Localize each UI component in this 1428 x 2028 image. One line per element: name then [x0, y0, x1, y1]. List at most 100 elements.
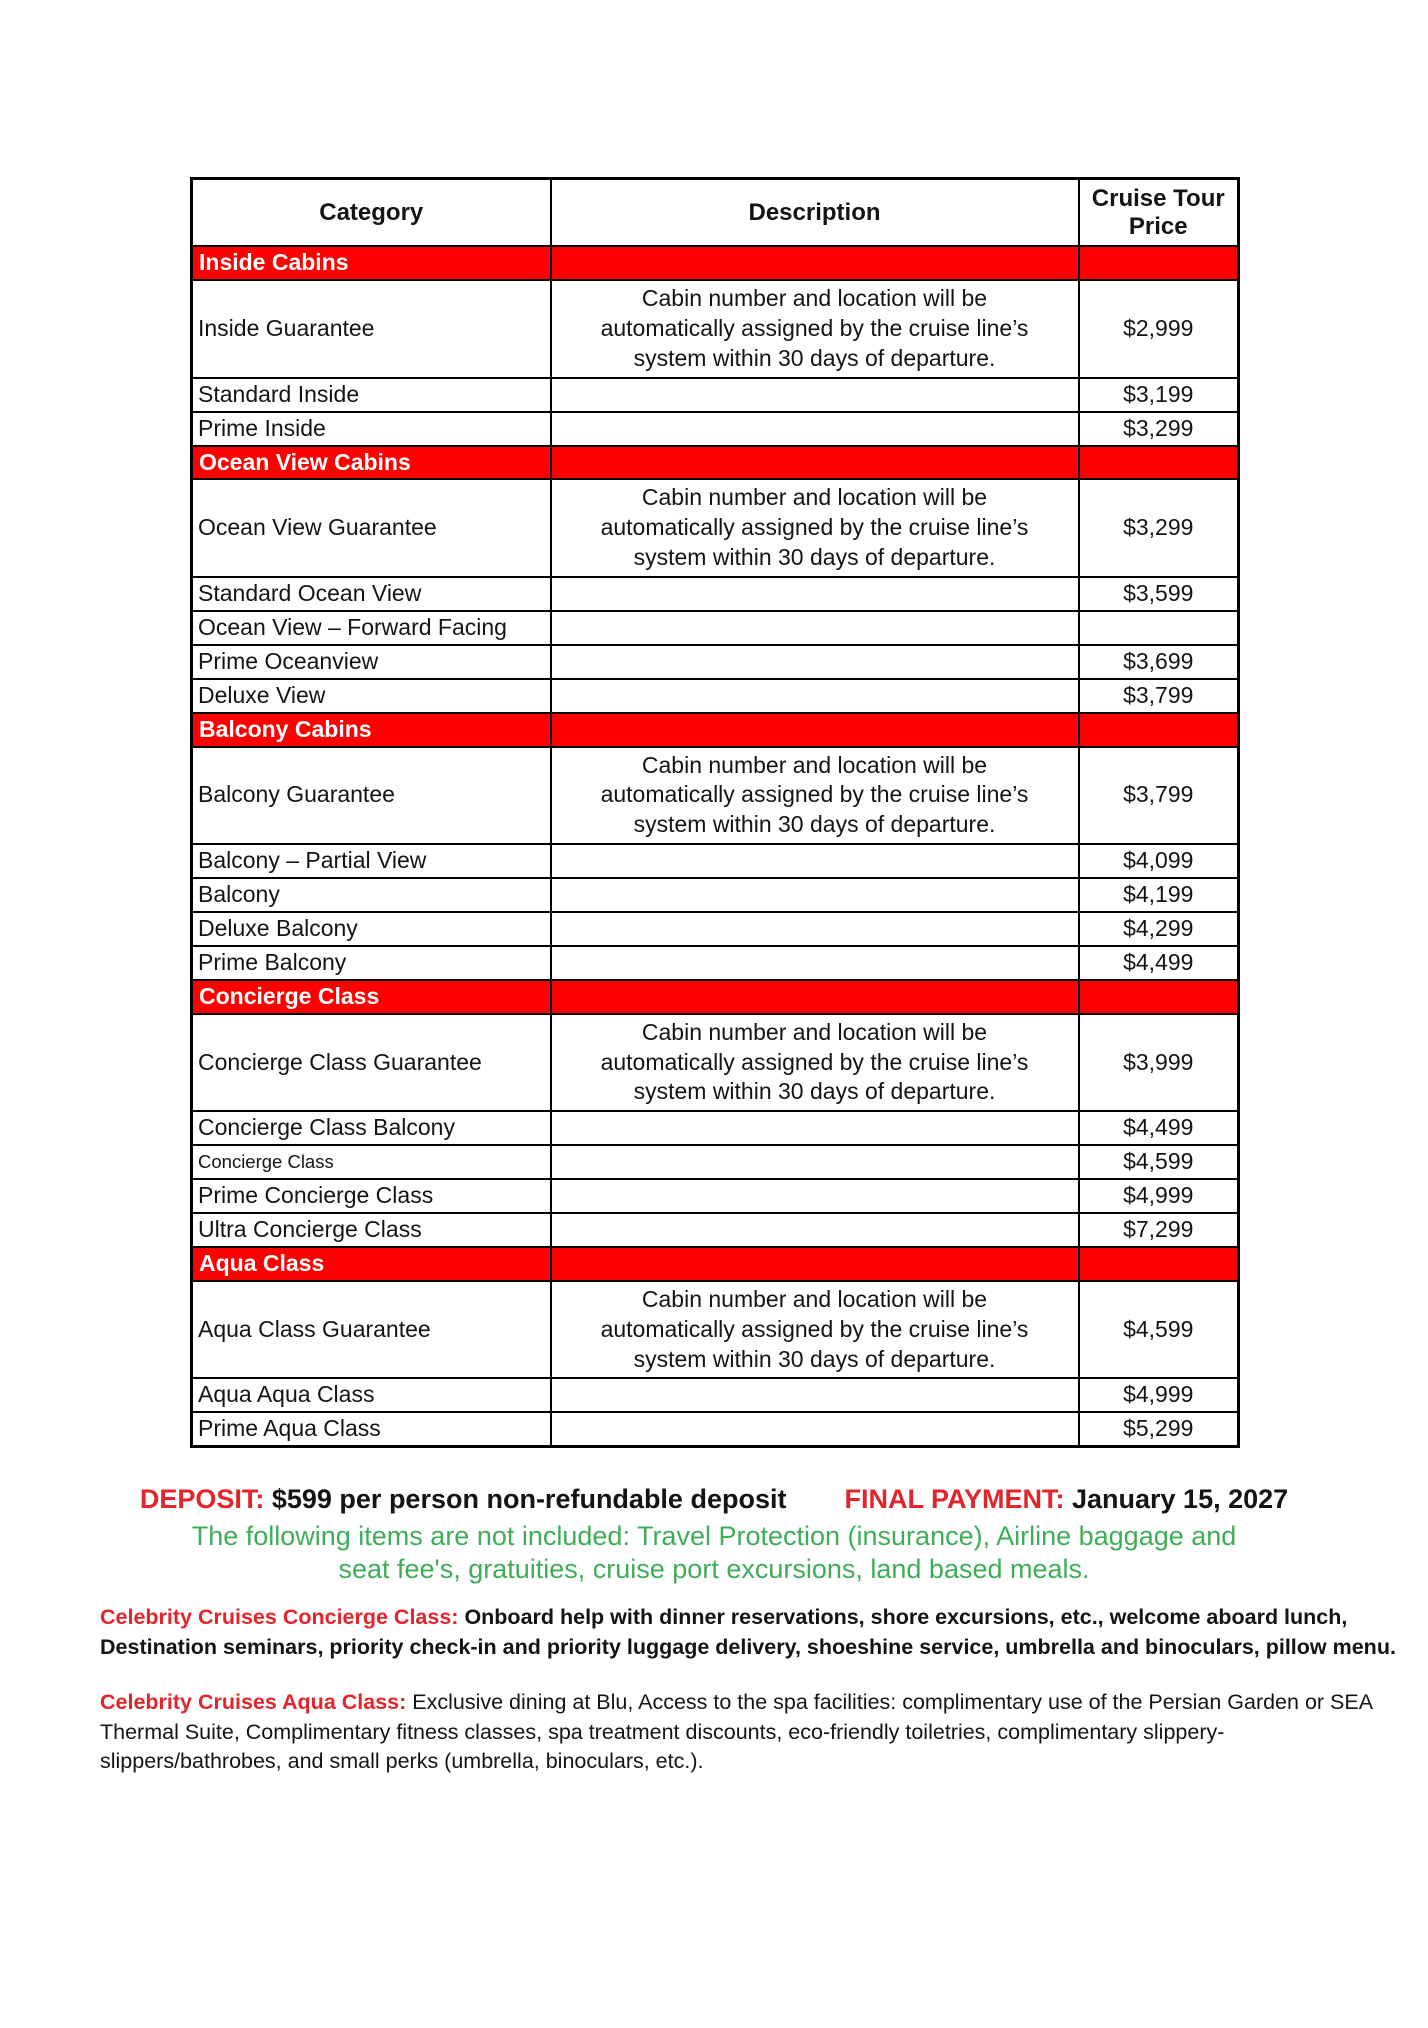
description-cell — [549, 1178, 1080, 1215]
price-cell: $3,699 — [1077, 643, 1240, 680]
category-cell: Prime Oceanview — [190, 643, 552, 680]
category-cell: Balcony – Partial View — [190, 843, 552, 880]
category-cell: Ocean View – Forward Facing — [190, 609, 552, 646]
description-line-3: system within 30 days of departure. — [633, 811, 996, 838]
description-cell — [549, 609, 1080, 646]
description-cell: Cabin number and location will be automat… — [549, 279, 1080, 379]
category-cell: Concierge Class — [190, 1144, 552, 1181]
price-cell: $3,299 — [1077, 478, 1240, 579]
description-line-3: system within 30 days of departure. — [633, 344, 996, 371]
section-empty-price-cell — [1077, 245, 1240, 282]
table-row: Prime Balcony $4,499 — [190, 944, 1240, 981]
concierge-note-line-1-rest: Onboard help with dinner reservations, s… — [458, 1605, 1348, 1629]
description-cell — [549, 1144, 1080, 1181]
concierge-note-line-1: Celebrity Cruises Concierge Class: Onboa… — [100, 1603, 1425, 1633]
category-cell: Ultra Concierge Class — [190, 1212, 552, 1248]
not-included-line-2: seat fee's, gratuities, cruise port excu… — [338, 1554, 1090, 1585]
table-row: Balcony $4,199 — [190, 877, 1240, 913]
cruise-price-table: Category Description Cruise Tour Price I… — [190, 177, 1240, 1449]
category-cell: Balcony Guarantee — [190, 745, 552, 846]
price-cell: $4,199 — [1077, 877, 1240, 913]
description-line-2: automatically assigned by the cruise lin… — [600, 314, 1029, 341]
description-cell — [549, 1110, 1080, 1147]
price-cell: $4,999 — [1077, 1377, 1240, 1414]
table-row: Standard Ocean View $3,599 — [190, 576, 1240, 612]
price-cell: $3,799 — [1077, 677, 1240, 714]
final-payment-group: FINAL PAYMENT: January 15, 2027 — [844, 1484, 1288, 1514]
category-cell: Standard Inside — [190, 376, 552, 413]
description-line-1: Cabin number and location will be — [641, 1285, 988, 1312]
aqua-note-line-1-rest: Exclusive dining at Blu, Access to the s… — [406, 1690, 1374, 1714]
price-cell: $4,499 — [1077, 944, 1240, 981]
price-table-body: Inside Cabins Inside Guarantee Cabin numbe… — [190, 245, 1240, 1448]
table-header-row: Category Description Cruise Tour Price — [190, 177, 1240, 248]
description-line-3: system within 30 days of departure. — [633, 544, 996, 571]
section-empty-price-cell — [1077, 978, 1240, 1015]
description-cell — [549, 410, 1080, 447]
description-line-1: Cabin number and location will be — [641, 751, 988, 778]
description-line-2: automatically assigned by the cruise lin… — [600, 514, 1029, 541]
category-cell: Balcony — [190, 877, 552, 913]
description-cell — [549, 843, 1080, 880]
section-header-cell: Aqua Class — [190, 1245, 552, 1282]
price-cell: $4,099 — [1077, 843, 1240, 880]
section-header-row: Inside Cabins — [190, 245, 1240, 282]
table-row: Deluxe View $3,799 — [190, 677, 1240, 714]
table-row: Ocean View – Forward Facing — [190, 609, 1240, 646]
category-cell: Prime Inside — [190, 410, 552, 447]
price-cell: $3,599 — [1077, 576, 1240, 612]
final-payment-label: FINAL PAYMENT: — [844, 1484, 1065, 1514]
description-line-1: Cabin number and location will be — [641, 1018, 988, 1045]
table-row: Balcony – Partial View $4,099 — [190, 843, 1240, 880]
table-row: Prime Inside $3,299 — [190, 410, 1240, 447]
category-cell: Standard Ocean View — [190, 576, 552, 612]
category-cell: Deluxe View — [190, 677, 552, 714]
price-cell — [1077, 609, 1240, 646]
aqua-class-note: Celebrity Cruises Aqua Class: Exclusive … — [100, 1688, 1425, 1777]
table-row: Deluxe Balcony $4,299 — [190, 911, 1240, 947]
column-header-category: Category — [190, 177, 552, 248]
category-cell: Deluxe Balcony — [190, 911, 552, 947]
section-header-cell: Inside Cabins — [190, 245, 552, 282]
category-cell: Inside Guarantee — [190, 279, 552, 379]
description-cell — [549, 1212, 1080, 1248]
description-line-1: Cabin number and location will be — [641, 285, 988, 312]
description-cell — [549, 1377, 1080, 1414]
price-cell: $3,199 — [1077, 376, 1240, 413]
description-cell — [549, 643, 1080, 680]
price-cell: $5,299 — [1077, 1411, 1240, 1448]
price-cell: $4,599 — [1077, 1279, 1240, 1380]
table-row: Prime Oceanview $3,699 — [190, 643, 1240, 680]
category-cell: Concierge Class Balcony — [190, 1110, 552, 1147]
section-empty-description-cell — [549, 444, 1080, 481]
table-row: Aqua Aqua Class $4,999 — [190, 1377, 1240, 1414]
deposit-label: DEPOSIT: — [139, 1484, 265, 1514]
table-row: Ocean View Guarantee Cabin number and loc… — [190, 478, 1240, 579]
price-cell: $4,599 — [1077, 1144, 1240, 1181]
description-line-2: automatically assigned by the cruise lin… — [600, 1048, 1029, 1075]
category-cell: Prime Concierge Class — [190, 1178, 552, 1215]
description-cell — [549, 576, 1080, 612]
description-line-3: system within 30 days of departure. — [633, 1345, 996, 1372]
section-header-row: Aqua Class — [190, 1245, 1240, 1282]
not-included-notice: The following items are not included: Tr… — [0, 1520, 1428, 1587]
table-row: Ultra Concierge Class $7,299 — [190, 1212, 1240, 1248]
section-header-row: Concierge Class — [190, 978, 1240, 1015]
table-row: Prime Aqua Class $5,299 — [190, 1411, 1240, 1448]
section-empty-description-cell — [549, 711, 1080, 748]
description-cell — [549, 1411, 1080, 1448]
price-cell: $4,299 — [1077, 911, 1240, 947]
price-cell: $2,999 — [1077, 279, 1240, 379]
aqua-note-line-3: slippers/bathrobes, and small perks (umb… — [100, 1749, 704, 1774]
description-cell — [549, 877, 1080, 913]
description-line-3: system within 30 days of departure. — [633, 1078, 996, 1105]
section-empty-price-cell — [1077, 711, 1240, 748]
description-cell: Cabin number and location will be automat… — [549, 745, 1080, 846]
category-cell: Concierge Class Guarantee — [190, 1012, 552, 1113]
price-cell: $3,299 — [1077, 410, 1240, 447]
section-empty-description-cell — [549, 978, 1080, 1015]
table-row: Inside Guarantee Cabin number and locatio… — [190, 279, 1240, 379]
concierge-note-line-2: Destination seminars, priority check-in … — [100, 1634, 1396, 1659]
description-cell — [549, 376, 1080, 413]
